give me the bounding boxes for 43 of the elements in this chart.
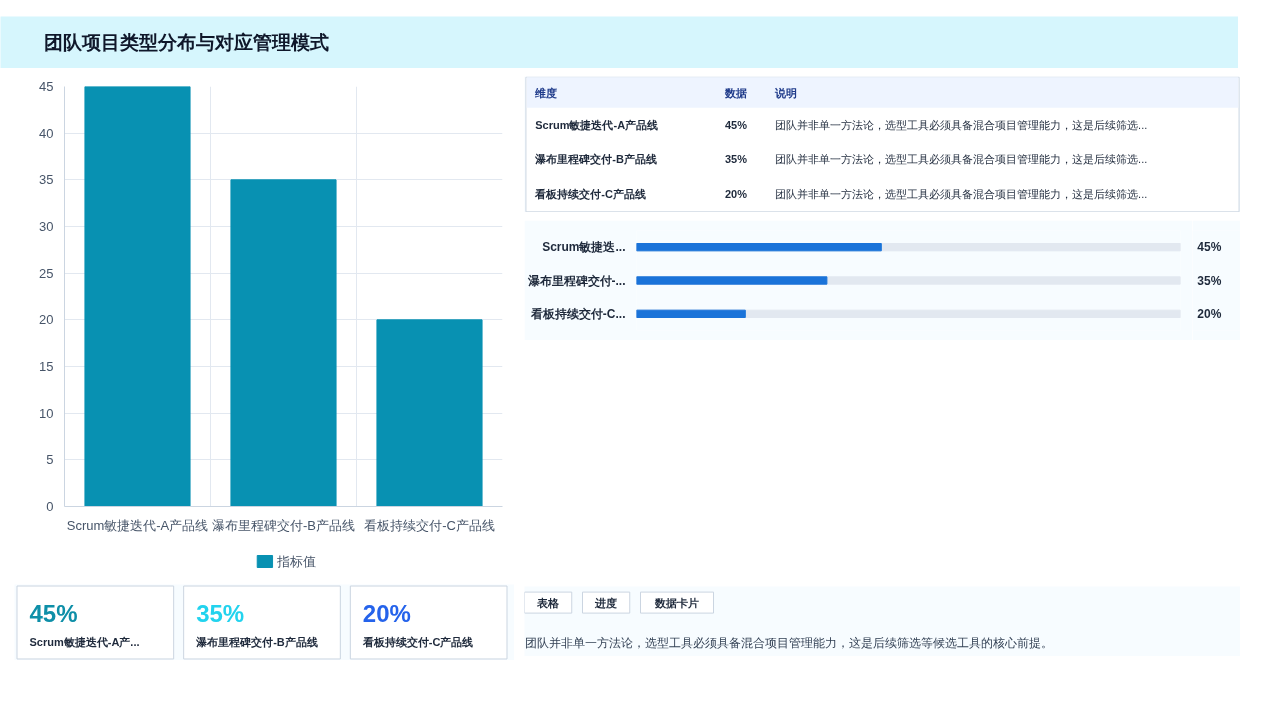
data-label: 20% [1197, 306, 1222, 321]
category-label: 说明 [774, 86, 798, 99]
text: Scrum敏捷迭代-A产品线 [535, 119, 659, 132]
x-tick-label: Scrum敏捷迭代-A产品线 [66, 517, 209, 533]
y-tick-label: 0 [46, 499, 54, 514]
category-label: 数据 [723, 86, 747, 99]
y-tick-label: 15 [39, 359, 54, 374]
y-tick-label: 45 [39, 79, 54, 94]
y-tick-label: 30 [39, 219, 54, 234]
chart-title: 团队项目类型分布与对应管理模式 [43, 32, 329, 53]
text: 35% [196, 599, 245, 627]
text: 瀑布里程碑交付-B产品线 [195, 635, 318, 648]
text: 团队并非单一方法论，选型工具必须具备混合项目管理能力，这是后续筛选... [775, 187, 1148, 200]
text: Scrum敏捷迭代-A产... [29, 635, 140, 648]
text: 表格 [536, 596, 561, 609]
x-tick-label: 看板持续交付-C产品线 [364, 517, 495, 533]
text: 20% [362, 599, 411, 627]
y-tick-label: 25 [39, 265, 54, 281]
y-tick-label: 20 [39, 312, 54, 328]
text: 45% [29, 599, 78, 627]
x-tick-label: 瀑布里程碑交付-B产品线 [212, 517, 355, 533]
text: 瀑布里程碑交付-B产品线 [534, 153, 657, 166]
text: 45% [724, 119, 748, 132]
text: 看板持续交付-C产品线 [361, 635, 474, 648]
y-tick-label: 10 [39, 405, 54, 421]
text: 看板持续交付-C产品线 [534, 187, 646, 200]
legend-label: 指标值 [275, 554, 316, 569]
text: 团队并非单一方法论，选型工具必须具备混合项目管理能力，这是后续筛选等候选工具的核心前提。 [524, 635, 1053, 650]
text: 进度 [594, 596, 618, 609]
text: 35% [724, 153, 748, 166]
text: 数据卡片 [654, 596, 700, 609]
y-tick-label: 5 [46, 452, 54, 468]
y-tick-label: 看板持续交付-C... [529, 306, 626, 321]
y-tick-label: 40 [39, 125, 54, 141]
data-label: 45% [1197, 240, 1222, 255]
category-label: 维度 [534, 86, 558, 99]
y-tick-label: Scrum敏捷迭... [542, 240, 626, 255]
text: 20% [724, 187, 748, 200]
text: 团队并非单一方法论，选型工具必须具备混合项目管理能力，这是后续筛选... [775, 119, 1148, 132]
text: 团队并非单一方法论，选型工具必须具备混合项目管理能力，这是后续筛选... [775, 153, 1148, 166]
y-tick-label: 瀑布里程碑交付-... [526, 273, 626, 288]
y-tick-label: 35 [39, 172, 54, 188]
data-label: 35% [1197, 273, 1222, 288]
